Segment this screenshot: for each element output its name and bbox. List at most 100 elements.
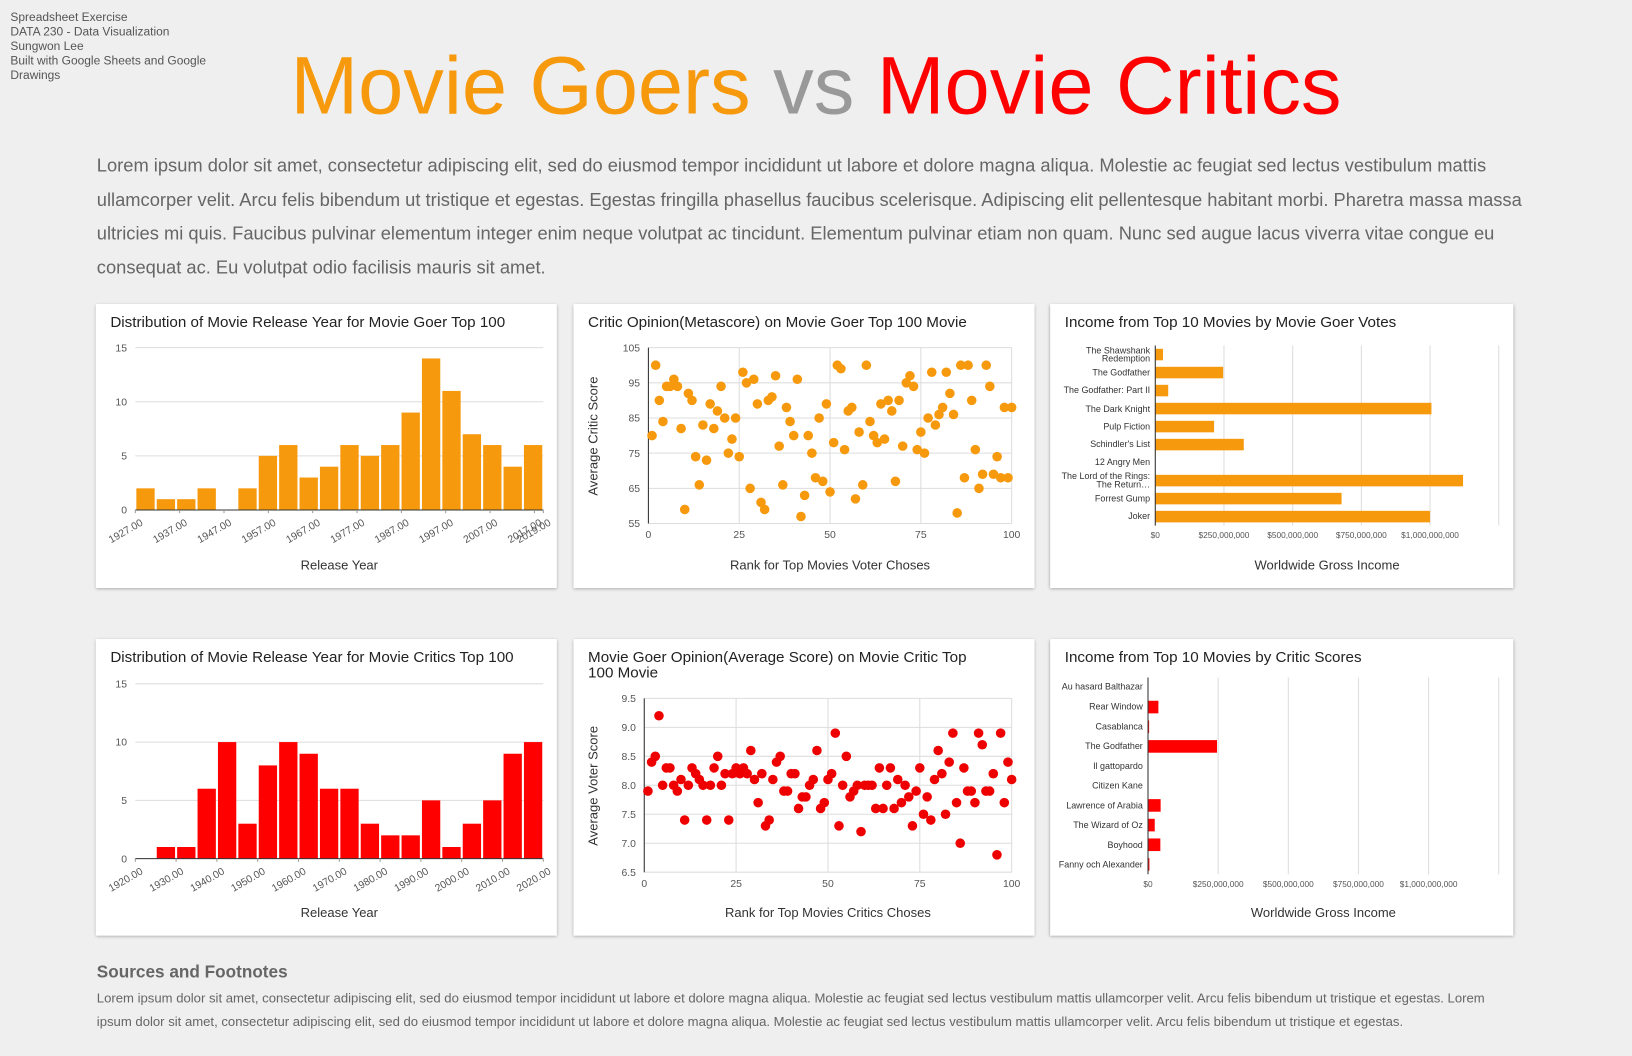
bar	[483, 800, 502, 859]
point	[941, 367, 952, 378]
category-label: Il gattopardo	[1093, 760, 1143, 771]
chart-title: Distribution of Movie Release Year for M…	[110, 314, 506, 331]
x-axis-label: Release Year	[300, 905, 379, 921]
bar	[279, 742, 298, 859]
point	[934, 409, 944, 420]
point	[878, 803, 888, 814]
x-tick-label: 1937.00	[151, 518, 189, 546]
point	[955, 838, 966, 849]
y-tick-label: 0	[121, 854, 127, 865]
bar	[381, 835, 400, 859]
category-label: Rear Window	[1089, 701, 1143, 712]
point	[922, 792, 932, 802]
point	[894, 395, 904, 406]
x-axis-label: Rank for Top Movies Critics Choses	[725, 905, 931, 921]
point	[778, 480, 788, 490]
x-tick-label: $1,000,000,000	[1401, 530, 1459, 540]
chart-title: Income from Top 10 Movies by Movie Goer …	[1064, 314, 1397, 331]
point	[826, 768, 837, 779]
point	[836, 363, 846, 374]
point	[683, 780, 694, 791]
point	[995, 473, 1006, 483]
y-tick-label: 10	[115, 397, 127, 408]
meta: Spreadsheet Exercise DATA 230 - Data Vis…	[10, 10, 218, 83]
point	[825, 487, 835, 497]
x-tick-label: 100	[1003, 879, 1021, 890]
point	[723, 448, 734, 458]
x-tick-label: 1920.00	[107, 866, 145, 894]
bar	[156, 847, 176, 859]
point	[911, 786, 921, 796]
point	[919, 448, 930, 458]
point	[870, 803, 881, 814]
bar	[401, 835, 420, 859]
bar	[1155, 366, 1224, 379]
y-tick-label: 75	[629, 449, 641, 460]
point	[764, 815, 774, 825]
x-tick-label: $1,000,000,000	[1400, 879, 1458, 889]
bar	[1155, 402, 1432, 415]
point	[981, 360, 992, 371]
title-goers: Movie Goers	[290, 39, 751, 132]
y-tick-label: 105	[623, 343, 641, 354]
point	[890, 476, 901, 487]
bar	[238, 488, 257, 510]
bar	[299, 477, 318, 510]
category-label: Schindler's List	[1090, 439, 1151, 450]
point	[801, 792, 811, 802]
point	[828, 437, 839, 448]
chart-card: 55 65 75 85 95 105 0 25 50 75 100 Critic Opinion(Me…	[573, 303, 1035, 589]
point	[999, 402, 1010, 413]
point	[709, 423, 719, 434]
point	[850, 494, 861, 504]
point	[657, 780, 668, 791]
point	[790, 768, 800, 779]
point	[770, 370, 781, 381]
point	[792, 374, 803, 385]
x-tick-label: $750,000,000	[1333, 879, 1384, 889]
point	[830, 728, 841, 738]
point	[867, 780, 877, 791]
x-axis-label: Rank for Top Movies Voter Choses	[729, 557, 931, 573]
bar	[503, 466, 522, 510]
bar	[1155, 348, 1163, 361]
category-label: 12 Angry Men	[1094, 457, 1151, 468]
point	[926, 367, 937, 378]
x-tick-label: $500,000,000	[1263, 879, 1314, 889]
point	[834, 821, 844, 831]
bar	[136, 488, 155, 510]
y-tick-label: 0	[121, 506, 127, 517]
point	[977, 469, 988, 480]
y-tick-label: 9.5	[621, 694, 636, 705]
point	[974, 483, 984, 494]
point	[948, 409, 959, 420]
point	[698, 780, 708, 791]
category-label: The Godfather	[1085, 740, 1143, 752]
point	[973, 728, 984, 738]
point	[730, 413, 741, 423]
x-tick-label: 0	[641, 879, 647, 890]
x-tick-label: $0	[1143, 879, 1153, 889]
point	[759, 504, 770, 515]
point	[901, 378, 912, 388]
y-axis-label: Average Voter Score	[585, 725, 601, 846]
point	[768, 774, 778, 785]
bar	[1148, 838, 1161, 852]
x-tick-label: 75	[915, 530, 927, 541]
point	[944, 757, 954, 767]
x-tick-label: 1987.00	[373, 518, 411, 546]
point	[966, 786, 977, 796]
point	[916, 427, 926, 437]
category-label: Boyhood	[1107, 839, 1143, 850]
bar	[462, 434, 482, 510]
point	[970, 797, 980, 808]
chart-title: Income from Top 10 Movies by Critic Scor…	[1064, 649, 1362, 667]
chart-title: Movie Goer Opinion(Average Score) on Mov…	[588, 649, 967, 682]
point	[749, 774, 760, 785]
chart-card: $0 $250,000,000 $500,000,000 $750,000,000 $1…	[1050, 303, 1514, 589]
point	[977, 739, 988, 750]
point	[658, 416, 668, 427]
category-label: Au hasard Balthazar	[1061, 681, 1143, 693]
x-tick-label: 1930.00	[148, 866, 186, 894]
